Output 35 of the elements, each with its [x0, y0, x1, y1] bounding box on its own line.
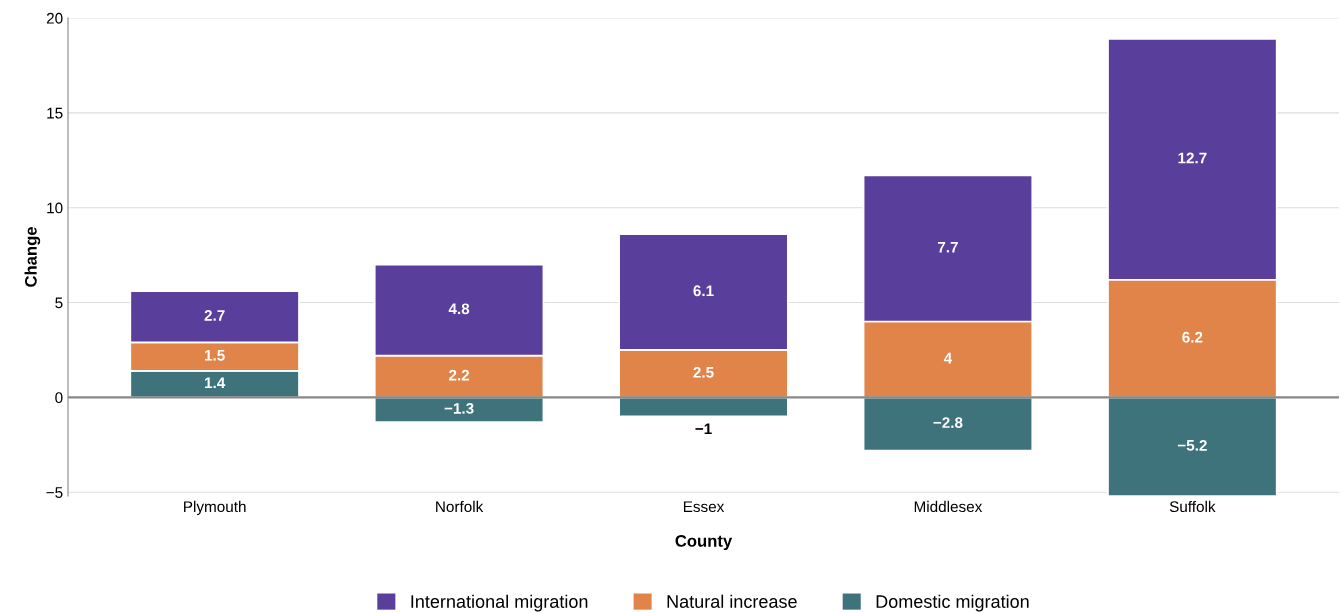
- data-label: 7.7: [937, 241, 958, 253]
- y-tick-label: 20: [46, 12, 63, 24]
- x-tick-label: Norfolk: [436, 500, 484, 513]
- data-label: 2.2: [448, 369, 470, 381]
- y-tick-label: 15: [47, 107, 63, 119]
- x-tick-label: Plymouth: [184, 500, 246, 516]
- data-label: 2.7: [204, 310, 225, 321]
- data-label: −1.3: [444, 402, 474, 414]
- data-label: 1.4: [205, 377, 226, 389]
- y-tick-label: 10: [47, 202, 63, 214]
- x-tick-label: Suffolk: [1169, 500, 1216, 513]
- data-label: 6.2: [1182, 331, 1203, 343]
- y-tick-label: 0: [55, 392, 63, 404]
- y-tick-label: 5: [55, 297, 63, 309]
- data-label: 12.7: [1178, 152, 1207, 164]
- legend-label: Domestic migration: [876, 594, 1029, 612]
- y-tick-label: −5: [46, 487, 63, 498]
- bar: [862, 396, 1034, 452]
- x-tick-label: Middlesex: [914, 500, 983, 513]
- bar: [373, 396, 545, 423]
- data-label: −2.8: [933, 417, 963, 429]
- data-label: 2.5: [693, 366, 714, 378]
- bar: [618, 396, 789, 418]
- x-tick-label: Essex: [683, 501, 725, 513]
- y-axis-title: Change: [24, 227, 41, 287]
- data-label: 4: [943, 352, 953, 364]
- data-label: 4.8: [448, 303, 470, 315]
- data-label: 1.5: [205, 350, 225, 361]
- legend-label: Natural increase: [667, 594, 797, 608]
- bar: [1107, 396, 1278, 496]
- data-label: −1: [695, 423, 712, 435]
- data-label: 6.1: [693, 285, 714, 297]
- x-axis-title: County: [675, 534, 733, 551]
- legend-label: International migration: [411, 594, 588, 612]
- data-label: −5.2: [1177, 439, 1207, 451]
